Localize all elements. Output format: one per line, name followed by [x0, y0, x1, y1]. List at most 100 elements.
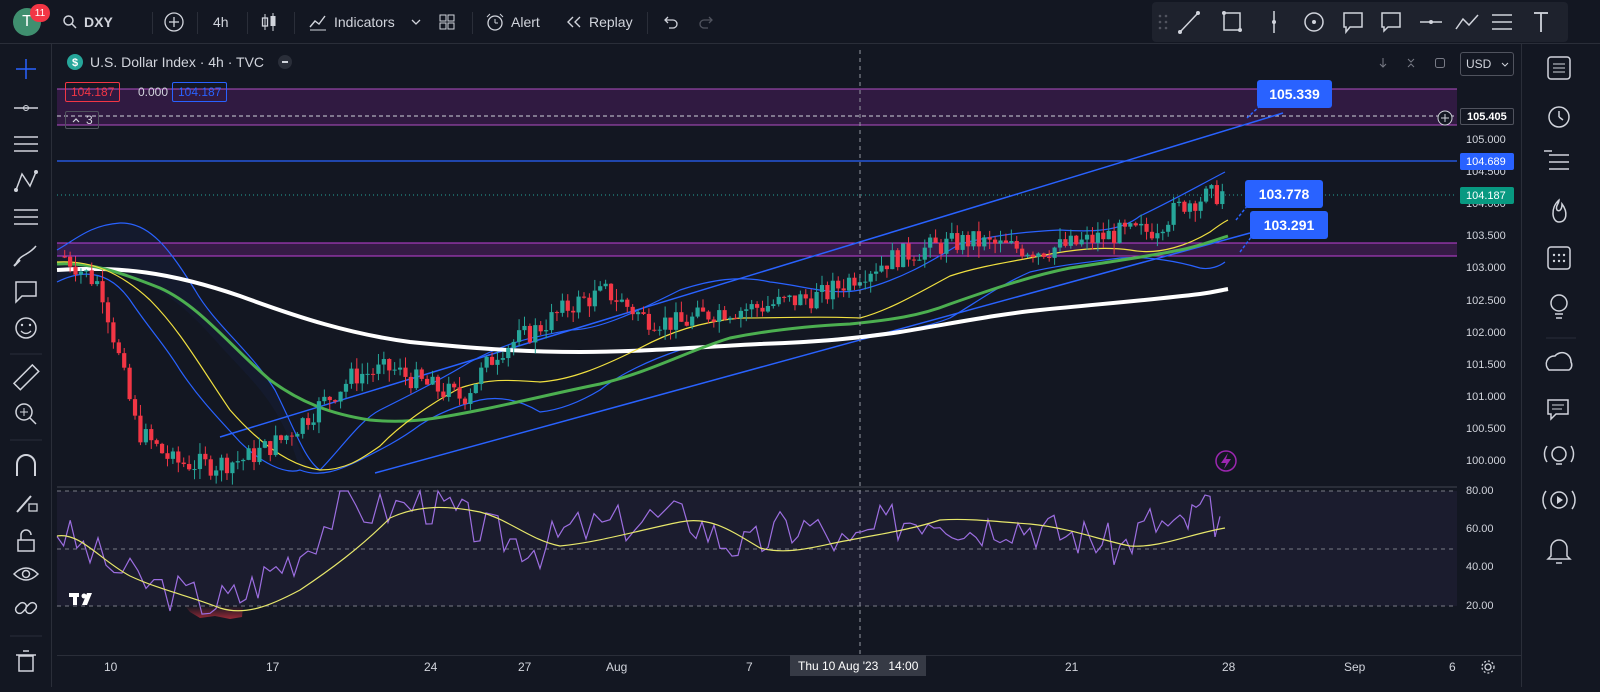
emoji-icon[interactable] [15, 317, 37, 339]
compare-button[interactable] [163, 0, 185, 44]
horizontal-line-tool-icon[interactable] [14, 105, 38, 111]
candle-body [176, 451, 181, 463]
candle-body [327, 396, 332, 401]
indicators-button[interactable]: Indicators [307, 0, 395, 44]
alarm-clock-icon [486, 13, 504, 31]
channel-upper-line[interactable] [219, 112, 1284, 438]
callout-icon[interactable] [1343, 12, 1363, 35]
chats-icon[interactable] [1547, 399, 1569, 421]
candle-body [1095, 232, 1100, 244]
candle-body [187, 464, 192, 470]
candle-body [1187, 203, 1192, 212]
symbol-search[interactable]: DXY [62, 0, 113, 44]
brush-icon[interactable] [13, 245, 37, 267]
hotlist-flame-icon[interactable] [1552, 198, 1567, 223]
chart-type-button[interactable] [259, 0, 279, 44]
currency-select[interactable]: USD [1460, 52, 1514, 76]
zoom-in-icon[interactable] [15, 403, 37, 425]
rsi-line [56, 488, 1221, 615]
flash-event-icon[interactable] [1215, 450, 1237, 472]
trend-line-icon[interactable] [1178, 11, 1200, 34]
indicators-toggle[interactable]: 3 [65, 111, 99, 129]
price-tick-label: 100.000 [1466, 455, 1506, 467]
candle-body [1122, 222, 1128, 227]
horizontal-ray-icon[interactable] [1420, 20, 1442, 24]
candle-body [598, 286, 603, 291]
tradingview-logo[interactable] [69, 593, 92, 605]
sell-price[interactable]: 104.187 [65, 82, 121, 102]
candle-body [1193, 203, 1198, 211]
candle-body [533, 325, 538, 343]
rectangle-icon[interactable] [1222, 11, 1242, 32]
settings-lines-icon[interactable] [1492, 14, 1512, 30]
path-icon[interactable] [1455, 14, 1479, 30]
candle-body [922, 247, 927, 260]
alert-button[interactable]: Alert [484, 0, 540, 44]
trash-icon[interactable] [16, 650, 36, 672]
channel-lower-line[interactable] [374, 232, 1251, 474]
candle-body [241, 459, 246, 462]
fib-lines-icon[interactable] [14, 136, 38, 152]
maximize-pane-button[interactable] [1401, 53, 1421, 73]
undo-button[interactable] [660, 0, 680, 44]
note-icon[interactable] [15, 281, 37, 304]
pattern-icon[interactable] [14, 170, 38, 192]
candle-body [657, 329, 662, 331]
drag-handle-icon[interactable] [1158, 14, 1168, 30]
eye-icon[interactable] [12, 567, 40, 581]
time-axis-settings-button[interactable] [1480, 659, 1496, 680]
interval-button[interactable]: 4h [213, 0, 229, 44]
watchlist-icon[interactable] [1547, 56, 1571, 80]
calendar-icon[interactable] [1547, 246, 1571, 270]
candle-body [1171, 202, 1176, 225]
candle-body [722, 310, 727, 320]
support-callout[interactable]: 103.291 [1250, 211, 1328, 239]
lock-icon[interactable] [17, 529, 35, 552]
price-tick-label: 101.500 [1466, 358, 1506, 371]
fullscreen-icon [1435, 58, 1445, 68]
bulb-signal-icon[interactable] [1543, 445, 1575, 465]
indicators-dropdown-button[interactable] [410, 0, 422, 44]
add-price-alert-button[interactable] [1437, 110, 1453, 131]
measure-lines-icon[interactable] [14, 209, 38, 225]
channel-top-callout[interactable]: 105.339 [1257, 80, 1332, 108]
ideas-bulb-icon[interactable] [1550, 294, 1568, 319]
candle-body [1101, 232, 1106, 240]
buy-price[interactable]: 104.187 [172, 82, 228, 102]
collapse-legend-button[interactable] [278, 55, 293, 69]
symbol-title[interactable]: U.S. Dollar Index · 4h · TVC [90, 54, 265, 70]
alerts-clock-icon[interactable] [1548, 106, 1570, 128]
candles-icon [261, 13, 276, 31]
circle-icon[interactable] [1304, 12, 1324, 32]
crosshair-icon[interactable] [16, 59, 36, 79]
ma-callout[interactable]: 103.778 [1245, 180, 1323, 208]
layouts-button[interactable] [437, 0, 457, 44]
candle-body [1030, 254, 1036, 257]
ruler-icon[interactable] [12, 363, 40, 391]
notifications-bell-icon[interactable] [1546, 539, 1572, 564]
candle-body [717, 310, 722, 322]
scroll-down-button[interactable] [1373, 53, 1393, 73]
data-window-icon[interactable] [1544, 150, 1569, 170]
candle-body [863, 281, 868, 283]
candle-body [619, 299, 624, 302]
link-icon[interactable] [14, 601, 38, 615]
divider [152, 12, 153, 34]
candle-body [446, 383, 451, 397]
candle-body [592, 290, 597, 307]
redo-button[interactable] [697, 0, 717, 44]
vertical-line-icon[interactable] [1272, 11, 1276, 33]
fullscreen-button[interactable] [1430, 53, 1450, 73]
comment-icon[interactable] [1381, 12, 1401, 33]
candle-body [1014, 241, 1019, 249]
magnet-icon[interactable] [16, 454, 36, 476]
text-icon[interactable] [1534, 12, 1548, 32]
candle-body [430, 376, 435, 385]
streams-icon[interactable] [1545, 351, 1573, 371]
pencil-lock-icon[interactable] [16, 495, 38, 513]
candle-body [846, 277, 852, 291]
broadcast-play-icon[interactable] [1542, 490, 1576, 510]
candle-body [257, 447, 262, 463]
replay-button[interactable]: Replay [564, 0, 633, 44]
